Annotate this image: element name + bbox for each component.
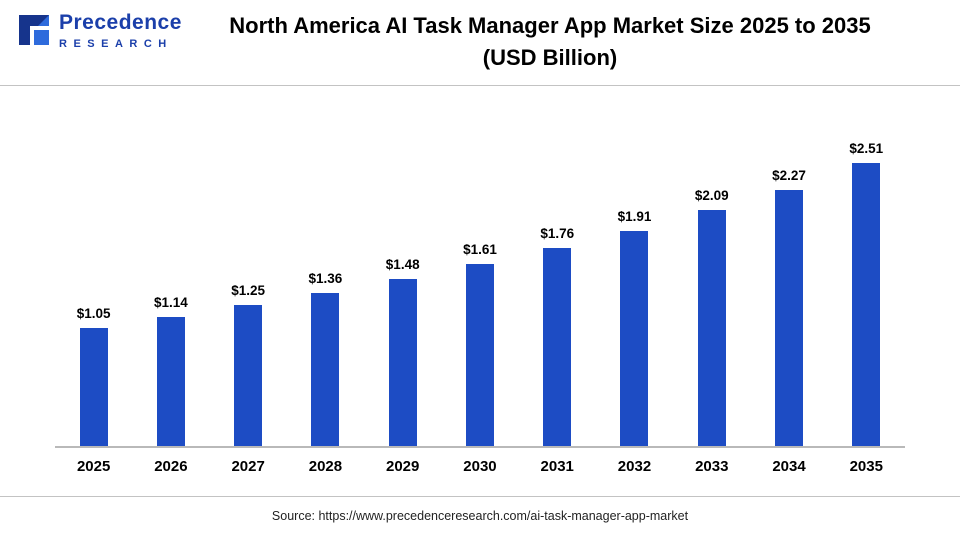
bar-value-label-2035: $2.51	[849, 141, 884, 156]
bar-2033	[697, 210, 726, 446]
bar-value-label-2029: $1.48	[385, 257, 420, 272]
bar-value-label-2033: $2.09	[694, 188, 729, 203]
x-tick-2028: 2028	[308, 458, 343, 475]
logo-text: Precedence RESEARCH	[59, 12, 182, 50]
bar-2026	[156, 317, 185, 446]
bar-2035	[852, 163, 881, 446]
bar-column-2034: $2.27	[750, 168, 827, 446]
bar-chart: $1.05 $1.14 $1.25 $1.36 $1.48 $1.61 $1.76 $1.91…	[0, 86, 960, 475]
x-tick-2025: 2025	[76, 458, 111, 475]
footer-divider	[0, 496, 960, 497]
bar-column-2027: $1.25	[210, 283, 287, 446]
bar-value-label-2027: $1.25	[231, 283, 266, 298]
footer: Source: https://www.precedenceresearch.c…	[0, 496, 960, 540]
x-tick-2030: 2030	[463, 458, 497, 475]
bar-2029	[388, 279, 417, 446]
bar-value-label-2026: $1.14	[154, 295, 188, 310]
logo-name: Precedence	[59, 11, 182, 34]
x-tick-2026: 2026	[154, 458, 188, 475]
chart-title-line2: (USD Billion)	[482, 44, 618, 70]
bar-2031	[543, 248, 572, 446]
header: Precedence RESEARCH North America AI Tas…	[0, 0, 960, 86]
bar-value-label-2030: $1.61	[463, 242, 497, 257]
bar-2027	[234, 305, 263, 446]
x-tick-2029: 2029	[386, 458, 420, 475]
bar-column-2029: $1.48	[364, 257, 441, 446]
bar-value-label-2034: $2.27	[772, 168, 806, 183]
bar-2032	[620, 231, 649, 446]
bar-2034	[775, 190, 804, 446]
bar-column-2026: $1.14	[132, 295, 209, 446]
bar-2028	[311, 293, 340, 446]
bar-value-label-2028: $1.36	[308, 271, 343, 286]
chart-title: North America AI Task Manager App Market…	[170, 10, 930, 74]
precedence-logo-icon	[19, 15, 49, 45]
x-axis: 2025 2026 2027 2028 2029 2030 2031 2032 2033 2034…	[55, 448, 905, 475]
bar-column-2031: $1.76	[519, 226, 596, 446]
x-tick-2034: 2034	[772, 458, 806, 475]
logo-subtitle: RESEARCH	[59, 38, 173, 50]
bar-column-2028: $1.36	[287, 271, 364, 446]
bar-2030	[465, 264, 494, 446]
chart-title-line1: North America AI Task Manager App Market…	[229, 13, 871, 38]
x-tick-2027: 2027	[231, 458, 265, 475]
bar-column-2032: $1.91	[596, 209, 673, 446]
bar-value-label-2032: $1.91	[617, 209, 652, 224]
bar-column-2030: $1.61	[441, 242, 518, 446]
x-tick-2035: 2035	[849, 458, 883, 475]
x-tick-2032: 2032	[617, 458, 652, 475]
precedence-logo: Precedence RESEARCH	[16, 12, 182, 50]
x-tick-2033: 2033	[695, 458, 729, 475]
bar-value-label-2025: $1.05	[76, 306, 111, 321]
bar-column-2025: $1.05	[55, 306, 132, 446]
x-tick-2031: 2031	[540, 458, 574, 475]
bar-value-label-2031: $1.76	[540, 226, 575, 241]
plot-area: $1.05 $1.14 $1.25 $1.36 $1.48 $1.61 $1.76 $1.91…	[55, 96, 905, 448]
source-text: Source: https://www.precedenceresearch.c…	[271, 509, 689, 523]
bar-2025	[79, 328, 108, 446]
bar-column-2033: $2.09	[673, 188, 750, 446]
bar-column-2035: $2.51	[828, 141, 905, 446]
